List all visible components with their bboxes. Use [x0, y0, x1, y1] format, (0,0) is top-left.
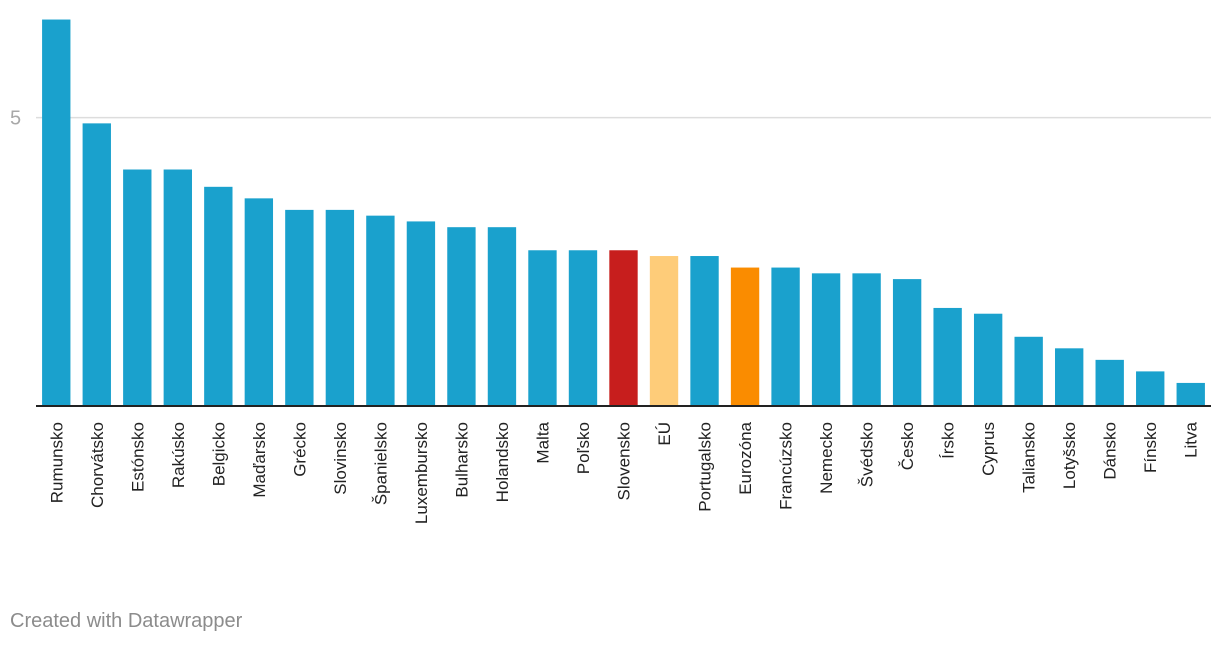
category-label: Švédsko — [858, 422, 877, 487]
category-label: Dánsko — [1101, 422, 1120, 480]
gridlines: 5 — [10, 108, 1211, 130]
bar-francúzsko — [771, 267, 800, 406]
category-label: EÚ — [655, 422, 674, 446]
bar-poľsko — [568, 250, 598, 406]
category-label: Portugalsko — [696, 422, 715, 512]
category-label: Slovensko — [615, 422, 634, 500]
bar-luxembursko — [406, 221, 436, 406]
bar-holandsko — [487, 227, 517, 406]
category-label: Taliansko — [1020, 422, 1039, 493]
bar-eurozóna — [730, 267, 760, 406]
category-label: Grécko — [290, 422, 309, 477]
bar-taliansko — [1014, 336, 1043, 406]
bar-grécko — [285, 209, 314, 406]
category-label: Nemecko — [817, 422, 836, 494]
category-label: Cyprus — [979, 422, 998, 476]
footer-credit: Created with Datawrapper — [10, 610, 243, 632]
category-label: Chorvátsko — [88, 422, 107, 508]
bar-chorvátsko — [82, 123, 111, 407]
category-label: Španielsko — [371, 422, 390, 505]
category-label: Poľsko — [574, 422, 593, 474]
category-label: Bulharsko — [452, 422, 471, 498]
category-label: Malta — [533, 421, 552, 463]
bar-česko — [892, 279, 922, 406]
bar-fínsko — [1136, 371, 1165, 406]
category-label: Eurozóna — [736, 421, 755, 494]
bar-maďarsko — [244, 198, 274, 406]
bar-lotyšsko — [1055, 348, 1084, 406]
category-label: Lotyšsko — [1060, 422, 1079, 489]
bars — [42, 19, 1205, 407]
category-label: Estónsko — [128, 422, 147, 492]
bar-rumunsko — [42, 19, 71, 407]
bar-belgicko — [204, 186, 233, 406]
category-label: Luxembursko — [412, 422, 431, 524]
bar-slovensko — [609, 250, 638, 406]
bar-estónsko — [123, 169, 152, 406]
category-label: Maďarsko — [250, 422, 269, 498]
category-label: Rakúsko — [169, 422, 188, 488]
bar-dánsko — [1095, 359, 1124, 406]
category-label: Francúzsko — [777, 422, 796, 510]
bar-malta — [528, 250, 557, 406]
bar-švédsko — [852, 273, 881, 406]
bar-litva — [1176, 382, 1205, 406]
category-label: Írsko — [939, 422, 958, 459]
bar-nemecko — [811, 273, 841, 406]
category-label: Belgicko — [209, 422, 228, 486]
category-label: Litva — [1182, 421, 1201, 457]
bar-španielsko — [366, 215, 395, 406]
bar-slovinsko — [325, 209, 355, 406]
bar-chart: 5 Rumunsko Chorvátsko Estónsko Rakúsko Belgi… — [10, 19, 1211, 524]
category-label: Holandsko — [493, 422, 512, 502]
bar-portugalsko — [690, 256, 719, 406]
y-tick-label: 5 — [10, 108, 21, 130]
bar-bulharsko — [447, 227, 476, 406]
bar-cyprus — [973, 313, 1003, 406]
category-label: Rumunsko — [47, 422, 66, 503]
bar-írsko — [933, 307, 962, 406]
category-label: Fínsko — [1141, 422, 1160, 473]
bar-eú — [649, 256, 679, 406]
category-label: Česko — [898, 422, 917, 470]
category-labels: Rumunsko Chorvátsko Estónsko Rakúsko Belgick… — [47, 421, 1200, 524]
category-label: Slovinsko — [331, 422, 350, 495]
bar-rakúsko — [163, 169, 192, 406]
